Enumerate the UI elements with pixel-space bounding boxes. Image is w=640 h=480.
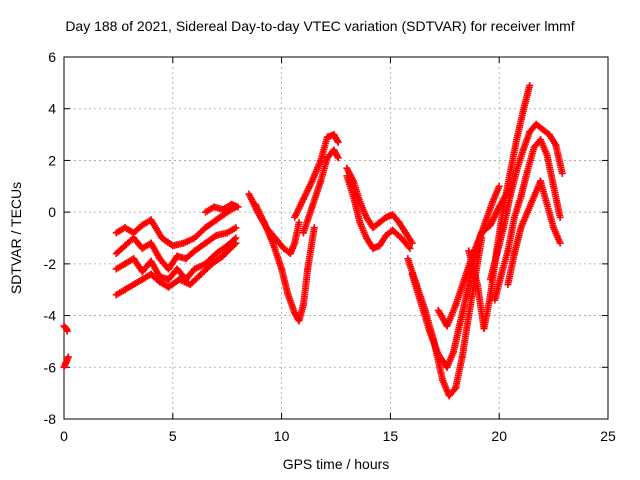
data-series — [112, 234, 240, 283]
data-series — [112, 224, 240, 273]
data-point — [556, 213, 564, 221]
data-series — [343, 164, 416, 247]
data-point — [558, 169, 566, 177]
data-points — [60, 81, 566, 400]
data-point — [295, 218, 303, 226]
data-point — [556, 239, 564, 247]
x-tick-label: 15 — [383, 428, 399, 444]
x-tick-label: 10 — [274, 428, 290, 444]
x-tick-label: 20 — [491, 428, 507, 444]
data-point — [405, 243, 413, 251]
data-point — [232, 239, 240, 247]
y-tick-label: 6 — [48, 49, 56, 65]
y-tick-label: -2 — [44, 256, 57, 272]
y-tick-label: 4 — [48, 101, 56, 117]
data-series — [112, 239, 240, 299]
data-point — [234, 203, 242, 211]
data-series — [291, 131, 342, 221]
x-tick-label: 0 — [60, 428, 68, 444]
data-series — [60, 353, 72, 371]
data-point — [408, 239, 416, 247]
data-point — [232, 224, 240, 232]
x-axis-label: GPS time / hours — [282, 456, 390, 472]
x-tick-label: 25 — [600, 428, 616, 444]
y-tick-label: -6 — [44, 359, 57, 375]
chart-title: Day 188 of 2021, Sidereal Day-to-day VTE… — [65, 18, 575, 34]
data-point — [230, 241, 238, 249]
data-point — [334, 138, 342, 146]
data-series — [486, 120, 566, 283]
y-tick-label: -8 — [44, 411, 57, 427]
data-series — [504, 177, 564, 289]
axis-ticks: 0 5 10 15 20 25 -8 -6 -4 -2 0 2 4 6 — [44, 49, 616, 444]
data-point — [64, 353, 72, 361]
data-series — [299, 146, 342, 237]
data-series — [201, 200, 242, 216]
data-series — [491, 136, 564, 304]
data-series — [251, 200, 318, 325]
data-point — [495, 182, 503, 190]
data-point — [310, 224, 318, 232]
data-point — [526, 81, 534, 89]
data-point — [63, 327, 71, 335]
data-series — [112, 203, 240, 250]
y-tick-label: 0 — [48, 204, 56, 220]
data-series — [60, 322, 71, 335]
data-series — [343, 172, 414, 252]
data-point — [334, 154, 342, 162]
data-point — [406, 244, 414, 252]
y-tick-label: -4 — [44, 308, 57, 324]
plot-frame — [63, 56, 609, 420]
x-tick-label: 5 — [169, 428, 177, 444]
y-tick-label: 2 — [48, 152, 56, 168]
